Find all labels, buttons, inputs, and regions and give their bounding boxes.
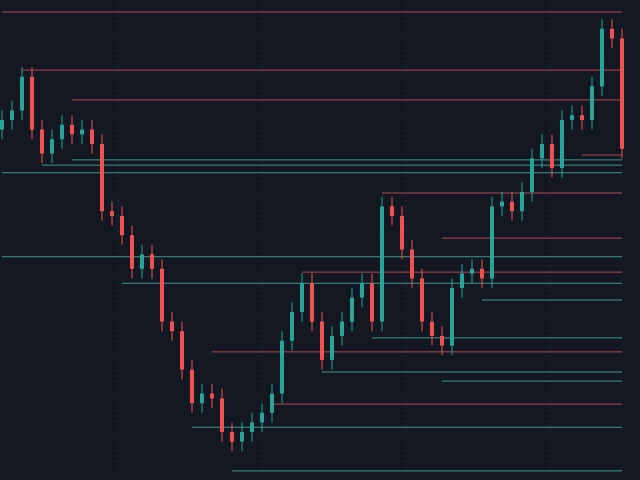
candle-body	[190, 369, 194, 404]
candle-body	[420, 278, 424, 322]
candle-body	[340, 321, 344, 336]
candle-body	[560, 120, 564, 168]
candle-body	[480, 268, 484, 279]
candle-body	[590, 86, 594, 120]
candle-body	[160, 268, 164, 322]
candle-body	[90, 129, 94, 144]
candle-body	[120, 216, 124, 236]
candle-body	[310, 283, 314, 322]
candle-body	[240, 432, 244, 442]
candle-body	[460, 273, 464, 288]
candle-body	[180, 331, 184, 370]
candle-body	[620, 38, 624, 149]
candle-body	[10, 110, 14, 120]
candle-body	[440, 336, 444, 346]
candle-body	[550, 144, 554, 168]
candle-body	[230, 432, 234, 442]
candle-body	[600, 28, 604, 87]
candle-body	[150, 254, 154, 269]
candle-body	[530, 158, 534, 192]
candle-body	[70, 124, 74, 135]
candle-body	[210, 393, 214, 399]
candle-body	[170, 321, 174, 332]
candle-body	[60, 124, 64, 140]
candle-body	[470, 268, 474, 274]
candle-body	[540, 144, 544, 159]
vertical-grid	[117, 0, 551, 480]
candle-body	[200, 393, 204, 404]
candle-body	[320, 321, 324, 360]
candle-body	[570, 115, 574, 120]
candle-body	[580, 115, 584, 120]
candle-body	[130, 235, 134, 269]
candle-body	[250, 422, 254, 432]
candle-body	[300, 283, 304, 312]
candle-body	[400, 216, 404, 250]
candle-body	[110, 211, 114, 216]
candle-body	[490, 206, 494, 279]
candle-body	[290, 312, 294, 341]
candle-body	[50, 139, 54, 154]
candle-body	[40, 129, 44, 154]
candle-body	[520, 192, 524, 212]
candle-body	[80, 129, 84, 135]
candle-body	[360, 283, 364, 298]
candle-body	[30, 76, 34, 130]
candle-body	[20, 76, 24, 111]
candle-body	[390, 206, 394, 216]
candle-body	[0, 120, 4, 130]
candle-body	[510, 201, 514, 212]
candle-body	[140, 254, 144, 269]
candle-body	[350, 297, 354, 322]
candle-body	[260, 412, 264, 423]
candle-body	[100, 144, 104, 212]
candle-body	[450, 288, 454, 346]
candle-body	[430, 321, 434, 336]
candle-body	[380, 206, 384, 322]
candle-body	[280, 340, 284, 394]
candle-body	[270, 393, 274, 413]
candle-body	[610, 28, 614, 39]
candle-body	[410, 249, 414, 279]
candle-body	[370, 283, 374, 322]
candle-body	[220, 398, 224, 432]
candle-body	[330, 336, 334, 360]
candle-body	[500, 201, 504, 207]
